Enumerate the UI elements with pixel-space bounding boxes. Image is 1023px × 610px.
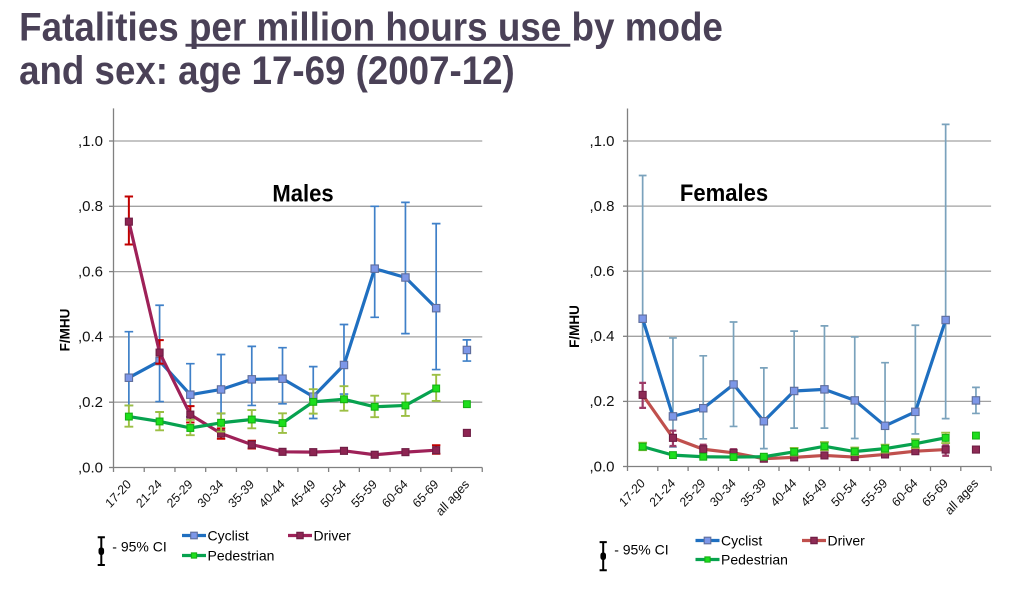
svg-text:and sex: age 17-69 (2007-12): and sex: age 17-69 (2007-12) xyxy=(19,48,515,93)
svg-text:,0.0: ,0.0 xyxy=(78,459,103,476)
svg-text:Cyclist: Cyclist xyxy=(208,528,249,544)
svg-text:,1.0: ,1.0 xyxy=(78,133,103,150)
svg-text:,0.8: ,0.8 xyxy=(589,198,614,215)
svg-text:F/MHU: F/MHU xyxy=(57,309,72,352)
svg-text:,0.6: ,0.6 xyxy=(589,263,614,280)
svg-text:,0.8: ,0.8 xyxy=(78,198,103,215)
svg-text:Driver: Driver xyxy=(314,528,352,544)
svg-text:,0.2: ,0.2 xyxy=(589,393,614,410)
svg-text:- 95% CI: - 95% CI xyxy=(614,541,668,557)
svg-text:,0.6: ,0.6 xyxy=(78,263,103,280)
svg-text:Males: Males xyxy=(272,180,333,207)
svg-text:Females: Females xyxy=(680,179,768,206)
svg-text:Driver: Driver xyxy=(828,533,866,549)
svg-text:F/MHU: F/MHU xyxy=(567,305,582,348)
svg-text:Pedestrian: Pedestrian xyxy=(721,552,788,568)
svg-text:,0.4: ,0.4 xyxy=(589,328,614,345)
svg-text:Cyclist: Cyclist xyxy=(721,533,762,549)
svg-text:,0.4: ,0.4 xyxy=(78,329,103,346)
svg-text:,0.2: ,0.2 xyxy=(78,394,103,411)
svg-text:- 95% CI: - 95% CI xyxy=(112,539,166,555)
svg-text:Fatalities per million hours u: Fatalities per million hours use by mode xyxy=(19,5,723,50)
svg-text:,0.0: ,0.0 xyxy=(589,458,614,475)
svg-text:,1.0: ,1.0 xyxy=(589,133,614,150)
svg-text:Pedestrian: Pedestrian xyxy=(208,548,275,564)
